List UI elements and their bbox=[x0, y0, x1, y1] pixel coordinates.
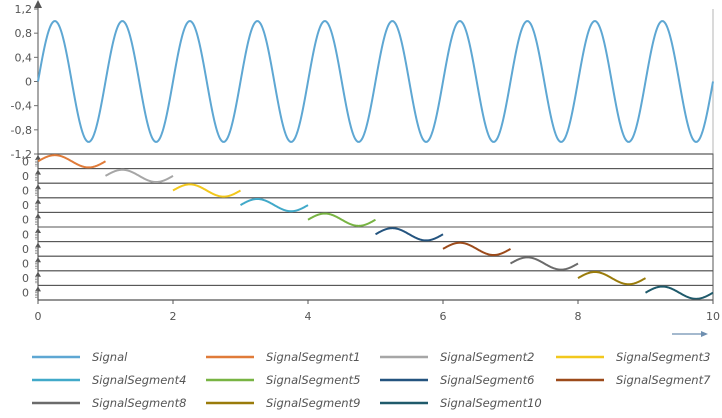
top-y-axis-arrow-icon bbox=[34, 0, 42, 8]
legend-item: SignalSegment5 bbox=[206, 373, 360, 387]
legend-item: Signal bbox=[32, 350, 128, 364]
y-tick-label: 1,2 bbox=[15, 3, 33, 16]
x-tick-label: 4 bbox=[305, 310, 312, 323]
x-axis: 0 2 4 6 8 10 bbox=[35, 299, 720, 337]
row-y-axis-arrow-icon bbox=[35, 198, 41, 204]
row-y-label: 0 bbox=[22, 199, 29, 212]
row-y-label: 0 bbox=[22, 155, 29, 168]
legend-label: SignalSegment1 bbox=[266, 350, 360, 364]
x-axis-direction-arrow-icon bbox=[701, 331, 708, 337]
segment-line-3 bbox=[172, 183, 241, 198]
segment-row-frame bbox=[37, 197, 714, 213]
y-tick-label: -0,8 bbox=[11, 124, 32, 137]
row-y-label: 0 bbox=[22, 272, 29, 285]
x-tick-label: 6 bbox=[440, 310, 447, 323]
legend-label: SignalSegment3 bbox=[616, 350, 710, 364]
y-tick-label: 0 bbox=[25, 76, 32, 89]
row-y-axis-arrow-icon bbox=[35, 169, 41, 175]
segment-line-1 bbox=[37, 154, 106, 169]
x-tick-label: 2 bbox=[170, 310, 177, 323]
y-tick-label: -1,2 bbox=[11, 148, 32, 161]
row-y-label: 0 bbox=[22, 287, 29, 300]
legend-item: SignalSegment10 bbox=[380, 396, 542, 410]
row-y-axis-arrow-icon bbox=[35, 184, 41, 190]
row-y-label: 0 bbox=[22, 214, 29, 227]
segment-line-8 bbox=[510, 256, 579, 271]
legend-item: SignalSegment2 bbox=[380, 350, 534, 364]
segment-line-6 bbox=[375, 227, 444, 242]
segment-row-frame bbox=[37, 153, 714, 170]
signal-line bbox=[37, 20, 714, 143]
legend-label: SignalSegment6 bbox=[440, 373, 534, 387]
legend-label: SignalSegment4 bbox=[92, 373, 186, 387]
row-y-axis-arrow-icon bbox=[35, 286, 41, 292]
row-y-label: 0 bbox=[22, 258, 29, 271]
x-tick-label: 8 bbox=[575, 310, 582, 323]
segment-line-5 bbox=[307, 212, 376, 227]
row-y-label: 0 bbox=[22, 185, 29, 198]
legend-label: SignalSegment2 bbox=[440, 350, 534, 364]
row-y-axis-arrow-icon bbox=[35, 228, 41, 233]
row-y-axis-arrow-icon bbox=[35, 271, 41, 277]
legend-item: SignalSegment8 bbox=[32, 396, 186, 410]
row-y-label: 0 bbox=[22, 243, 29, 256]
segment-row-frame bbox=[37, 182, 714, 199]
legend-label: Signal bbox=[92, 350, 128, 364]
y-tick-label: -0,4 bbox=[11, 100, 32, 113]
legend-item: SignalSegment1 bbox=[206, 350, 360, 364]
row-y-label: 0 bbox=[22, 228, 29, 241]
segment-line-10 bbox=[645, 285, 714, 300]
legend-label: SignalSegment9 bbox=[266, 396, 360, 410]
row-y-axis-arrow-icon bbox=[35, 155, 41, 160]
row-y-label: 0 bbox=[22, 170, 29, 183]
row-y-axis-arrow-icon bbox=[35, 213, 41, 219]
segment-line-9 bbox=[577, 270, 646, 286]
x-tick-label: 10 bbox=[706, 310, 720, 323]
legend-label: SignalSegment8 bbox=[92, 396, 186, 410]
segment-row-frame bbox=[37, 255, 714, 272]
legend-item: SignalSegment9 bbox=[206, 396, 360, 410]
signal-panel: 1,2 0,8 0,4 0 -0,4 -0,8 -1,2 bbox=[11, 0, 714, 161]
legend-item: SignalSegment3 bbox=[556, 350, 710, 364]
legend-label: SignalSegment7 bbox=[616, 373, 711, 387]
segment-line-4 bbox=[240, 197, 309, 213]
y-tick-label: 0,8 bbox=[15, 27, 33, 40]
segment-line-2 bbox=[105, 168, 174, 184]
y-tick-label: 0,4 bbox=[15, 51, 33, 64]
segment-line-7 bbox=[442, 241, 511, 257]
row-y-axis-arrow-icon bbox=[35, 242, 41, 248]
segment-row-frame bbox=[37, 284, 714, 301]
row-y-axis-arrow-icon bbox=[35, 257, 41, 263]
legend-item: SignalSegment7 bbox=[556, 373, 711, 387]
segment-row-frame bbox=[37, 241, 714, 257]
legend: Signal SignalSegment1 SignalSegment2 Signal… bbox=[32, 350, 711, 410]
x-tick-label: 0 bbox=[35, 310, 42, 323]
legend-label: SignalSegment5 bbox=[266, 373, 360, 387]
legend-item: SignalSegment4 bbox=[32, 373, 186, 387]
legend-item: SignalSegment6 bbox=[380, 373, 534, 387]
legend-label: SignalSegment10 bbox=[440, 396, 542, 410]
